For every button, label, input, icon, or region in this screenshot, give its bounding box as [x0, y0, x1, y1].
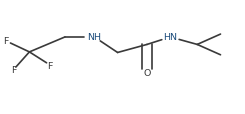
Text: HN: HN — [163, 33, 177, 42]
Text: O: O — [143, 69, 151, 77]
Text: F: F — [11, 66, 16, 75]
Text: F: F — [3, 37, 9, 46]
Text: F: F — [48, 61, 53, 70]
Text: NH: NH — [87, 33, 101, 42]
